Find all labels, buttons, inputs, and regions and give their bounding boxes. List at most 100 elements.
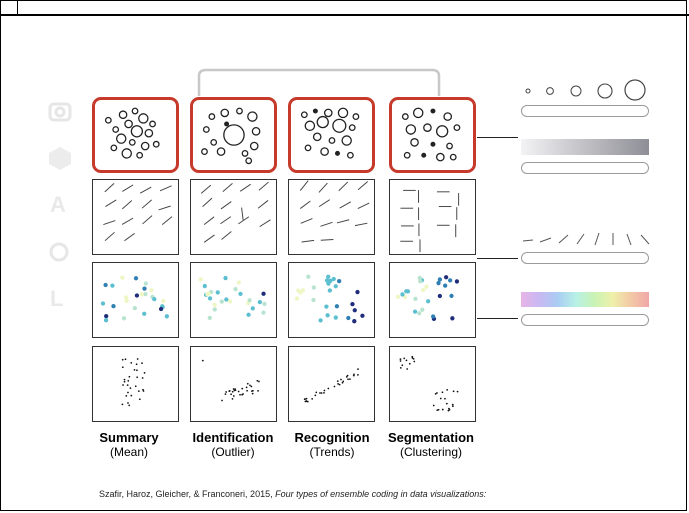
size-glyph — [312, 108, 318, 114]
color-glyph — [246, 312, 251, 317]
position-glyph — [399, 360, 402, 362]
position-glyph — [303, 398, 306, 401]
size-glyph — [446, 142, 453, 150]
position-glyph — [305, 400, 308, 403]
lightness-slider[interactable] — [521, 162, 649, 174]
position-glyph — [121, 358, 124, 361]
color-glyph — [326, 274, 331, 279]
cell-orientation-segmentation — [389, 179, 476, 255]
color-glyph — [412, 309, 418, 314]
position-glyph — [444, 397, 446, 400]
cell-glyphs — [104, 107, 160, 159]
orientation-glyph — [259, 219, 271, 228]
citation-caption: Szafir, Haroz, Gleicher, & Franconeri, 2… — [99, 489, 486, 499]
position-glyph — [127, 379, 130, 382]
orientation-glyph — [258, 181, 269, 191]
color-glyph — [447, 278, 453, 283]
position-glyph — [134, 385, 137, 388]
orientation-glyph — [142, 215, 153, 225]
position-glyph — [249, 384, 251, 387]
size-glyph — [245, 157, 253, 165]
color-glyph — [206, 291, 211, 296]
cell-glyphs — [200, 181, 271, 243]
position-glyph — [323, 392, 325, 394]
color-glyph — [421, 287, 426, 293]
orientation-glyph — [238, 216, 250, 225]
orientation-glyph — [122, 184, 134, 192]
orientation-glyph — [124, 232, 135, 242]
color-glyph — [437, 277, 443, 282]
size-glyph — [121, 148, 132, 159]
position-glyph — [245, 386, 248, 389]
position-glyph — [445, 402, 448, 405]
position-glyph — [256, 379, 259, 382]
position-glyph — [221, 399, 223, 402]
cell-position-identification — [190, 346, 277, 422]
position-glyph — [315, 391, 318, 394]
color-glyph — [333, 284, 338, 289]
color-glyph — [443, 283, 448, 288]
size-glyph — [443, 112, 453, 121]
cell-glyphs — [400, 189, 460, 253]
orientation-glyph — [301, 239, 315, 243]
size-glyph — [128, 138, 136, 146]
color-glyph — [334, 304, 340, 309]
size-glyph — [224, 121, 230, 127]
position-glyph — [122, 384, 124, 386]
cell-position-recognition — [288, 346, 375, 422]
color-glyph — [417, 275, 422, 281]
color-glyph — [405, 289, 411, 294]
size-glyph — [453, 124, 461, 132]
task-subtitle: (Mean) — [109, 445, 148, 459]
position-glyph — [338, 383, 341, 386]
size-glyph — [236, 107, 243, 115]
cell-color-identification — [190, 262, 277, 338]
size-glyph — [241, 150, 249, 157]
size-glyph — [115, 133, 127, 144]
position-glyph — [340, 378, 342, 381]
position-glyph — [446, 389, 449, 391]
size-glyph — [104, 116, 112, 124]
position-glyph — [305, 397, 308, 400]
task-title: Identification — [192, 430, 274, 445]
size-glyph — [249, 141, 259, 151]
connector-orientation — [477, 258, 518, 260]
color-glyph — [333, 315, 338, 320]
position-glyph — [224, 393, 227, 395]
position-glyph — [411, 355, 414, 358]
cell-glyphs — [395, 275, 460, 322]
position-glyph — [137, 390, 140, 392]
cell-glyphs — [198, 275, 267, 320]
size-slider[interactable] — [521, 105, 649, 117]
color-glyph — [350, 302, 355, 307]
color-glyph — [395, 294, 401, 299]
size-glyph — [223, 124, 245, 146]
position-glyph — [357, 374, 359, 376]
color-glyph — [120, 275, 125, 280]
cell-glyphs — [401, 107, 461, 162]
cell-glyphs — [201, 359, 260, 402]
orientation-slider[interactable] — [521, 252, 649, 264]
orientation-glyph — [104, 183, 115, 193]
position-glyph — [246, 382, 249, 385]
line-icon: L — [50, 286, 64, 311]
position-glyph — [121, 403, 124, 406]
color-glyph — [431, 314, 436, 319]
color-glyph — [413, 296, 418, 302]
color-glyph — [164, 314, 169, 319]
color-glyph — [418, 279, 423, 284]
cell-glyphs — [300, 107, 360, 159]
position-glyph — [128, 404, 131, 407]
position-glyph — [141, 377, 144, 379]
color-glyph — [223, 275, 228, 281]
position-glyph — [441, 408, 444, 411]
cell-size-identification — [190, 97, 277, 173]
color-glyph — [152, 296, 157, 302]
color-glyph — [306, 274, 311, 279]
color-glyph — [436, 280, 441, 286]
size-glyph — [430, 108, 436, 114]
hue-slider[interactable] — [521, 314, 649, 326]
position-glyph — [125, 395, 128, 397]
orientation-glyph — [139, 186, 152, 194]
size-glyph — [304, 144, 312, 152]
